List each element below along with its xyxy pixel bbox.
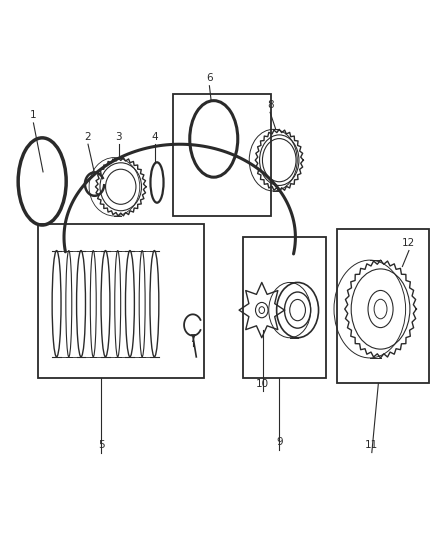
Text: 1: 1 bbox=[30, 110, 37, 120]
Text: 3: 3 bbox=[115, 132, 122, 142]
Text: 5: 5 bbox=[98, 440, 104, 450]
Text: 7: 7 bbox=[190, 334, 196, 344]
Text: 8: 8 bbox=[267, 100, 273, 110]
Bar bbox=[243, 237, 326, 378]
Text: 4: 4 bbox=[152, 132, 158, 142]
Text: 6: 6 bbox=[206, 73, 213, 83]
Text: 10: 10 bbox=[256, 379, 269, 389]
Bar bbox=[173, 94, 272, 216]
Text: 9: 9 bbox=[276, 437, 283, 447]
Bar bbox=[337, 229, 428, 383]
Text: 12: 12 bbox=[402, 238, 416, 248]
Text: 11: 11 bbox=[365, 440, 378, 450]
Bar bbox=[38, 224, 204, 378]
Text: 2: 2 bbox=[85, 132, 92, 142]
